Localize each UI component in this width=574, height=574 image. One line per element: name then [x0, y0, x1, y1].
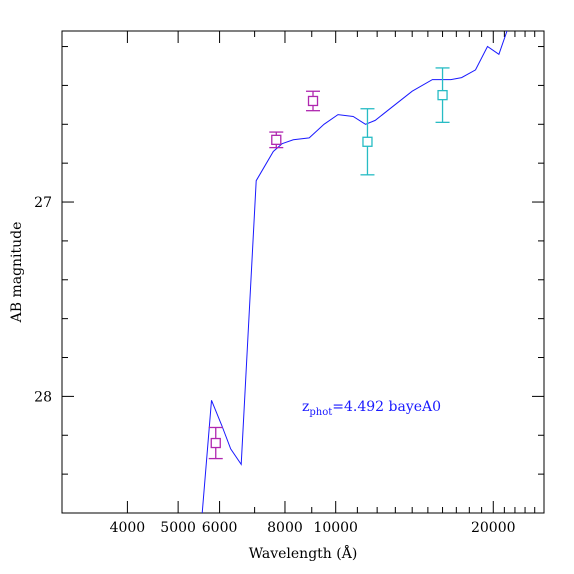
plot-frame	[61, 30, 545, 514]
x-tick-label: 8000	[267, 520, 303, 536]
data-point-optical	[306, 90, 321, 112]
annotation-text: =4.492 bayeA0	[332, 399, 441, 415]
x-tick-label: 20000	[471, 520, 516, 536]
sed-line	[201, 31, 508, 513]
annotation-subscript: phot	[309, 407, 332, 418]
annotation-prefix: z	[302, 399, 309, 415]
sed-series	[201, 31, 508, 513]
x-axis-label: Wavelength (Å)	[249, 544, 358, 562]
x-tick-label: 4000	[110, 520, 146, 536]
photo-z-annotation: zphot=4.492 bayeA0	[302, 399, 441, 418]
data-point-nir	[435, 67, 450, 123]
point-marker	[271, 134, 282, 145]
x-tick-label: 6000	[202, 520, 238, 536]
x-tick-label: 10000	[313, 520, 358, 536]
point-marker	[307, 95, 319, 107]
data-point-nir	[360, 108, 375, 176]
point-marker	[437, 89, 448, 101]
y-tick-label: 28	[34, 389, 52, 405]
tick-marks	[61, 31, 545, 514]
tick-labels: 4000 5000 6000 8000 10000 20000 27 28	[34, 195, 515, 536]
point-marker	[362, 136, 373, 147]
y-axis-label: AB magnitude	[9, 222, 25, 324]
data-point-optical	[208, 426, 223, 460]
y-tick-label: 27	[34, 195, 52, 211]
data-point-optical	[269, 131, 284, 149]
x-tick-label: 5000	[160, 520, 196, 536]
photometry-points	[208, 67, 450, 460]
point-marker	[210, 437, 221, 449]
